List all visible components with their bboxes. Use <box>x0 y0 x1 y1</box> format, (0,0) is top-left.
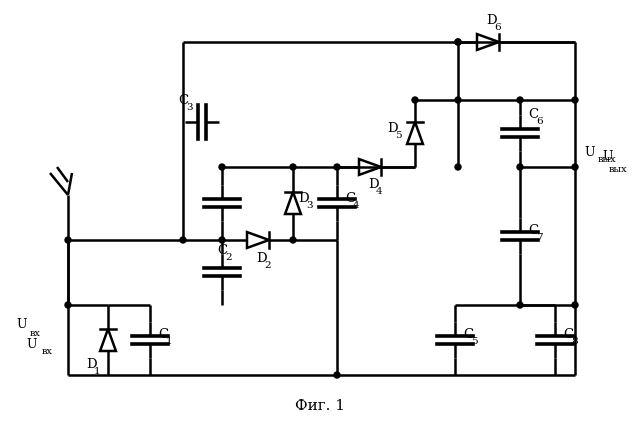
Circle shape <box>219 237 225 243</box>
Text: вых: вых <box>598 155 616 164</box>
Text: C: C <box>178 93 188 106</box>
Text: C: C <box>217 244 227 256</box>
Text: вых: вых <box>609 165 627 175</box>
Circle shape <box>412 97 418 103</box>
Text: 7: 7 <box>536 233 543 242</box>
Text: 5: 5 <box>395 130 402 139</box>
Text: 1: 1 <box>166 337 173 346</box>
Circle shape <box>455 97 461 103</box>
Text: 3: 3 <box>186 103 193 112</box>
Circle shape <box>455 39 461 45</box>
Text: D: D <box>387 121 397 135</box>
Text: 5: 5 <box>471 337 477 346</box>
Text: 8: 8 <box>571 337 578 346</box>
Text: U: U <box>603 150 613 164</box>
Text: U: U <box>585 146 595 158</box>
Text: C: C <box>463 328 473 342</box>
Text: 3: 3 <box>306 201 312 210</box>
Circle shape <box>455 164 461 170</box>
Text: 2: 2 <box>225 253 232 262</box>
Circle shape <box>517 97 523 103</box>
Text: Фиг. 1: Фиг. 1 <box>295 399 345 413</box>
Text: D: D <box>298 192 308 204</box>
Text: C: C <box>528 109 538 121</box>
Circle shape <box>65 302 71 308</box>
Circle shape <box>517 302 523 308</box>
Text: 6: 6 <box>536 118 543 127</box>
Text: D: D <box>368 178 379 192</box>
Text: C: C <box>345 192 355 204</box>
Circle shape <box>334 372 340 378</box>
Text: C: C <box>528 225 538 238</box>
Circle shape <box>65 237 71 243</box>
Circle shape <box>517 164 523 170</box>
Circle shape <box>290 164 296 170</box>
Text: вх: вх <box>30 328 41 337</box>
Text: 6: 6 <box>494 23 500 32</box>
Circle shape <box>290 237 296 243</box>
Text: U: U <box>17 319 28 331</box>
Text: 4: 4 <box>376 187 383 196</box>
Circle shape <box>455 39 461 45</box>
Text: D: D <box>256 251 267 265</box>
Circle shape <box>572 97 578 103</box>
Text: U: U <box>27 339 37 351</box>
Circle shape <box>334 164 340 170</box>
Text: 1: 1 <box>94 368 100 377</box>
Text: D: D <box>486 14 497 26</box>
Text: вх: вх <box>42 348 53 357</box>
Text: C: C <box>158 328 168 342</box>
Text: 4: 4 <box>353 201 360 210</box>
Text: C: C <box>563 328 573 342</box>
Circle shape <box>572 164 578 170</box>
Text: D: D <box>86 359 97 371</box>
Text: 2: 2 <box>264 261 271 270</box>
Circle shape <box>180 237 186 243</box>
Circle shape <box>572 302 578 308</box>
Circle shape <box>219 164 225 170</box>
